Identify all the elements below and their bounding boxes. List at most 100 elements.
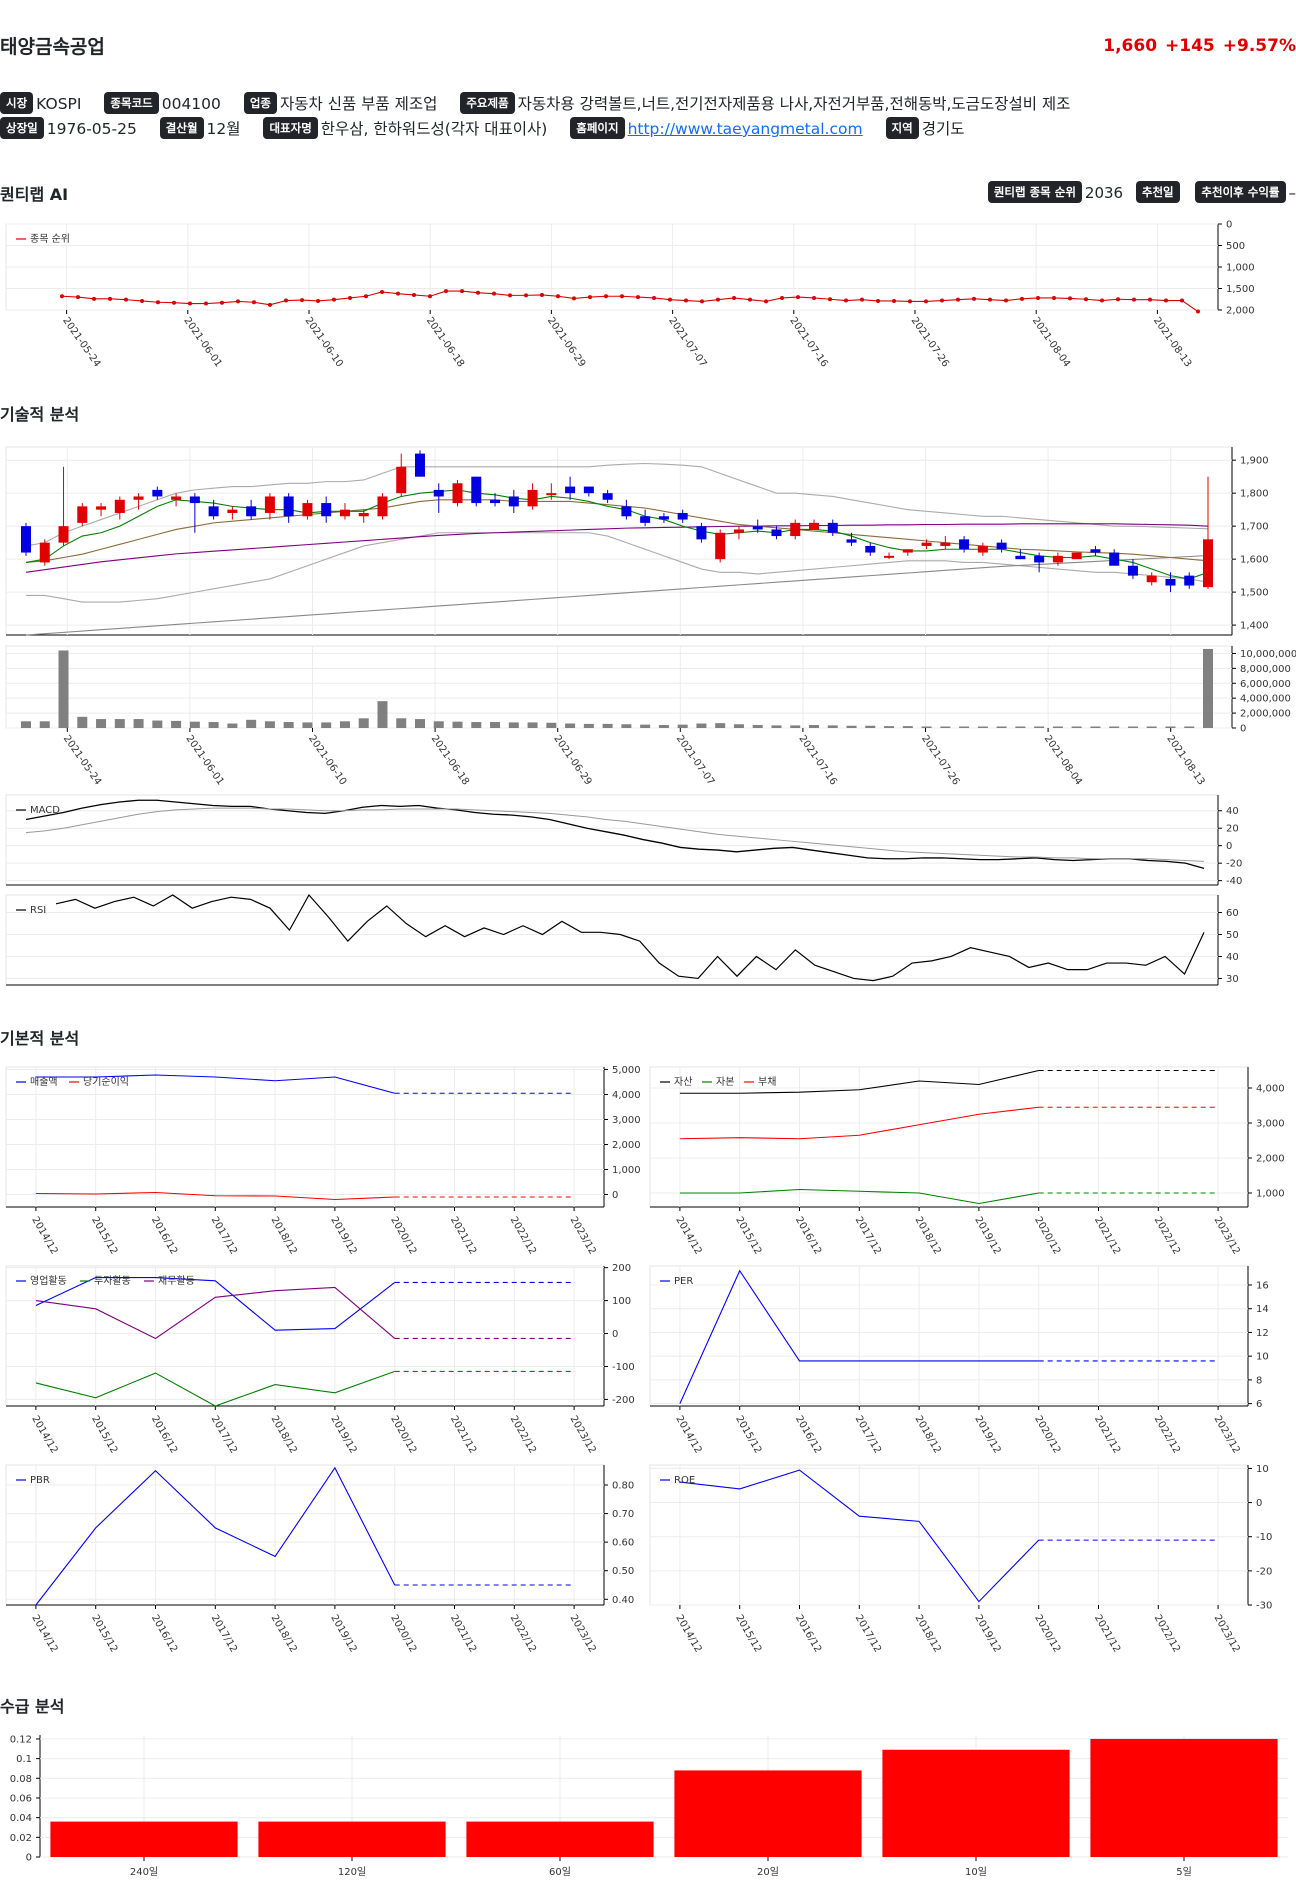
pbr-xtick-label: 2022/12 — [508, 1613, 538, 1654]
rank-point — [524, 293, 528, 298]
candle-body — [189, 496, 200, 504]
candle-body — [921, 542, 932, 546]
volume-bar — [339, 721, 350, 728]
volume-bar — [264, 721, 275, 728]
pbr-xtick-label: 2019/12 — [328, 1613, 358, 1654]
balance-legend-label: 자산 — [674, 1076, 692, 1088]
price-chart: 1,400 1,500 1,600 1,700 1,800 1,900 — [5, 446, 1269, 636]
rank-point — [796, 295, 800, 300]
candle-body — [152, 489, 163, 497]
roe-xtick-label: 2015/12 — [733, 1613, 763, 1654]
roe-chart: -30 -20 -10 0 10 2014/12 2015/12 2016/12 2017/12… — [649, 1464, 1272, 1654]
supply-chart: 0 0.02 0.04 0.06 0.08 0.1 0.12 240일 120일 60일 20일 10… — [10, 1734, 1288, 1878]
pbr-ytick-label: 0.60 — [612, 1538, 634, 1549]
products-badge: 주요제품 — [460, 92, 515, 114]
candle-body — [977, 545, 988, 553]
supply-xtick-label: 5일 — [1176, 1866, 1192, 1878]
volume-bar — [546, 722, 557, 728]
revenue_income-ytick-label: 5,000 — [612, 1065, 641, 1076]
rank-point — [108, 296, 112, 301]
candle-body — [246, 506, 257, 517]
roe-xtick-label: 2016/12 — [793, 1613, 823, 1654]
volume-bar — [809, 725, 819, 728]
volume-bar — [865, 725, 876, 728]
code-badge: 종목코드 — [104, 92, 159, 114]
volume-bar — [415, 719, 425, 728]
volume-bar — [1034, 726, 1045, 728]
rank-xtick-label: 2021-06-29 — [545, 315, 587, 369]
revenue_income-chart: 0 1,000 2,000 3,000 4,000 5,000 2014/12 2015/12… — [5, 1065, 641, 1256]
per-legend-label: PER — [674, 1276, 693, 1287]
technical-title: 기술적 분석 — [0, 405, 80, 424]
cashflow-legend-label: 투자활동 — [94, 1274, 131, 1287]
per-xtick-label: 2014/12 — [673, 1414, 703, 1455]
rank-point — [668, 297, 672, 302]
price-ma60-line — [25, 523, 1209, 573]
cashflow-ytick-label: 200 — [612, 1263, 631, 1274]
rank-point — [316, 298, 320, 303]
volume-ytick-label: 10,000,000 — [1240, 649, 1296, 660]
cashflow-xtick-label: 2019/12 — [328, 1414, 358, 1455]
cashflow-legend-label: 재무활동 — [158, 1274, 195, 1287]
roe-ytick-label: -30 — [1256, 1601, 1272, 1612]
return-badge: 추천이후 수익률 — [1195, 181, 1286, 203]
homepage-link[interactable]: http://www.taeyangmetal.com — [627, 120, 863, 138]
rank-point — [860, 297, 864, 302]
candle-body — [471, 476, 482, 504]
cashflow-xtick-label: 2023/12 — [568, 1414, 598, 1455]
rank-point — [588, 295, 592, 300]
rank-xtick-label: 2021-06-10 — [303, 315, 345, 369]
rank-xtick-label: 2021-07-07 — [666, 315, 708, 369]
rank-point — [1100, 298, 1104, 303]
price-ma120-line — [25, 554, 1209, 636]
macd-chart-frame — [5, 794, 1219, 886]
rank-ytick-label: 1,500 — [1226, 284, 1255, 295]
code-value: 004100 — [161, 95, 221, 113]
candle-body — [621, 506, 632, 517]
rank-point — [140, 298, 144, 303]
balance-xtick-label: 2020/12 — [1032, 1215, 1062, 1256]
supply-xtick-label: 240일 — [130, 1866, 158, 1878]
cashflow-xtick-label: 2015/12 — [89, 1414, 119, 1455]
volume-bar — [39, 721, 50, 728]
rank-xtick-label: 2021-06-01 — [181, 315, 223, 369]
volume-xtick-label: 2021-07-26 — [919, 733, 961, 787]
revenue_income-legend-label: 매출액 — [30, 1076, 58, 1088]
volume-bar — [302, 722, 313, 728]
balance-xtick-label: 2018/12 — [913, 1215, 943, 1256]
supply-xtick-label: 20일 — [757, 1866, 779, 1878]
volume-bar — [1165, 726, 1176, 728]
candle-body — [527, 489, 538, 507]
rank-point — [268, 302, 272, 307]
rank-xtick-label: 2021-07-16 — [787, 315, 829, 369]
volume-bar — [921, 726, 932, 728]
revenue_income-legend-label: 당기순이익 — [83, 1076, 129, 1088]
cashflow-xtick-label: 2021/12 — [448, 1414, 478, 1455]
candle-body — [208, 506, 219, 517]
candle-body — [771, 529, 782, 537]
candle-body — [1127, 565, 1138, 576]
rank-point — [380, 289, 384, 294]
rank-xtick-label: 2021-07-26 — [909, 315, 951, 369]
cashflow-ytick-label: -100 — [612, 1362, 635, 1373]
supply-bar — [674, 1770, 862, 1857]
price-ma5-line — [25, 489, 1209, 580]
rank-point — [812, 295, 816, 300]
industry-value: 자동차 신품 부품 제조업 — [280, 95, 438, 113]
cashflow-xtick-label: 2020/12 — [388, 1414, 418, 1455]
balance-xtick-label: 2017/12 — [853, 1215, 883, 1256]
balance-xtick-label: 2014/12 — [673, 1215, 703, 1256]
candle-body — [733, 529, 744, 533]
cashflow-xtick-label: 2022/12 — [508, 1414, 538, 1455]
rsi-chart: 30 40 50 60 RSI — [5, 893, 1239, 986]
volume-bar — [658, 725, 669, 728]
volume-bar — [1146, 726, 1157, 728]
rank-point — [364, 294, 368, 299]
candle-body — [39, 542, 50, 563]
return-value: – — [1288, 184, 1296, 202]
cashflow-series-1-line — [35, 1370, 395, 1407]
volume-ytick-label: 4,000,000 — [1240, 694, 1291, 705]
balance-xtick-label: 2016/12 — [793, 1215, 823, 1256]
candle-body — [133, 496, 144, 500]
per-ytick-label: 8 — [1256, 1375, 1262, 1386]
